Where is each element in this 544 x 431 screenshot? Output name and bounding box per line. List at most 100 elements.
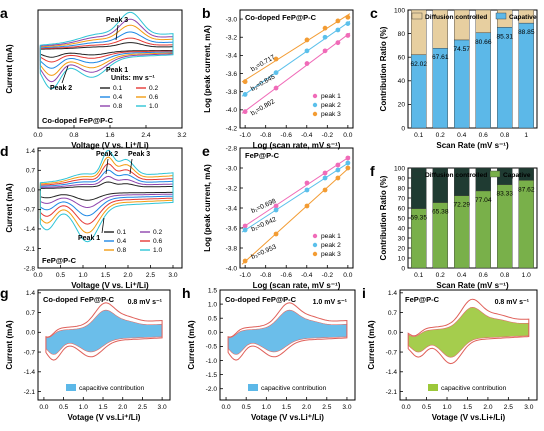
- legend-label-h: capacitive contribution: [261, 385, 327, 392]
- y-tick-label-b: -3.8: [226, 89, 238, 96]
- x-axis-label-g: Votage (V vs.Li⁺/Li): [68, 413, 141, 422]
- cv-outline-h: [227, 302, 348, 361]
- y-axis-label-i: Current (mA): [367, 320, 376, 370]
- legend-label-capacitive: Capative: [509, 14, 537, 21]
- bar-capacitive-0.4: [454, 195, 470, 269]
- y-tick-label-i: -1.4: [386, 369, 398, 376]
- y-tick-label-e: -3.8: [226, 245, 238, 252]
- y-tick-label-e: -3.0: [226, 165, 238, 172]
- legend-label-0.2: 0.2: [153, 229, 162, 236]
- fit-line-peak-2: [241, 20, 351, 97]
- y-tick-label-h: -2.0: [206, 386, 218, 393]
- peak1-label: Peak 1: [106, 67, 128, 74]
- data-point-peak-2: [345, 21, 351, 27]
- y-tick-label-h: 0.5: [208, 316, 217, 323]
- y-tick-label-c: 0: [401, 125, 405, 132]
- legend-label-peak-1: peak 1: [321, 93, 341, 100]
- y-tick-label-g: 0.0: [26, 330, 35, 337]
- x-tick-label-d: 1.5: [101, 272, 110, 279]
- data-point-peak-2: [304, 187, 310, 193]
- y-tick-label-h: -1.5: [206, 372, 218, 379]
- fit-line-peak-1: [241, 155, 351, 229]
- x-tick-label-g: 0.0: [39, 404, 48, 411]
- x-tick-label-i: 3.0: [524, 404, 533, 411]
- y-tick-label-h: 1.5: [208, 287, 217, 294]
- x-axis-label-e: Log (scan rate, mV s⁻¹): [253, 281, 341, 290]
- x-tick-label-f: 0.1: [414, 272, 423, 279]
- data-point-peak-3: [335, 175, 341, 181]
- legend-label-0.2: 0.2: [149, 85, 158, 92]
- x-tick-label-e: 0.0: [343, 272, 352, 279]
- x-tick-label-e: -0.4: [301, 272, 313, 279]
- data-point-peak-2: [273, 70, 279, 76]
- panel-label-a: a: [0, 5, 8, 21]
- x-tick-label-a: 1.6: [105, 132, 114, 139]
- x-tick-label-g: 0.5: [59, 404, 68, 411]
- y-tick-label-i: 0.7: [388, 310, 397, 317]
- legend-label-1.0: 1.0: [153, 247, 162, 254]
- slope-label-peak-2: b₂=0.642: [250, 216, 277, 233]
- x-tick-label-h: 0.5: [242, 404, 251, 411]
- data-point-peak-2: [242, 227, 248, 233]
- bar-capacitive-0.2: [432, 202, 448, 269]
- fit-line-peak-3: [241, 166, 351, 265]
- peak3-arrow: [129, 158, 133, 175]
- legend-swatch-i: [428, 384, 438, 391]
- data-point-peak-3: [273, 231, 279, 237]
- x-axis-label-d: Voltage (V vs. Li⁺/Li): [71, 281, 149, 290]
- plot-title-e: FeP@P-C: [245, 151, 280, 160]
- bar-value-0.6: 77.04: [475, 197, 492, 204]
- legend-marker-peak-1: [312, 233, 318, 239]
- plot-title-g: Co-doped FeP@P-C: [43, 295, 115, 304]
- y-tick-label-b: -4.2: [226, 125, 238, 132]
- y-tick-label-i: 0.0: [388, 330, 397, 337]
- x-tick-label-b: -0.8: [260, 132, 272, 139]
- cv-curve-1.0: [39, 11, 174, 90]
- y-tick-label-g: -2.1: [24, 389, 36, 396]
- legend-label-diffusion: Diffusion controlled: [425, 14, 487, 21]
- x-tick-label-d: 2.0: [123, 272, 132, 279]
- x-tick-label-a: 0.0: [33, 132, 42, 139]
- y-tick-label-d: -2.1: [24, 246, 36, 253]
- x-tick-label-a: 2.4: [141, 132, 150, 139]
- bar-value-0.2: 67.61: [432, 54, 449, 61]
- legend-label-capacitive: Capative: [503, 172, 531, 179]
- x-axis-label-f: Scan Rate (mV s⁻¹): [436, 281, 509, 290]
- plot-frame-d: [37, 147, 183, 269]
- x-tick-label-f: 0.2: [436, 272, 445, 279]
- x-tick-label-i: 2.0: [483, 404, 492, 411]
- y-tick-label-e: -3.6: [226, 225, 238, 232]
- x-tick-label-h: 1.5: [282, 404, 291, 411]
- legend-marker-peak-1: [312, 93, 318, 99]
- slope-label-peak-3: b₃=0.717: [250, 54, 277, 74]
- legend-label-0.6: 0.6: [153, 238, 162, 245]
- y-axis-label-g: Current (mA): [5, 320, 14, 370]
- x-tick-label-c: 0.8: [500, 132, 509, 139]
- data-point-peak-1: [322, 48, 328, 54]
- y-tick-label-b: -3.6: [226, 71, 238, 78]
- y-tick-label-d: 0.0: [26, 187, 35, 194]
- x-axis-label-b: Log (scan rate, mV s⁻¹): [253, 141, 341, 150]
- data-point-peak-2: [345, 160, 351, 166]
- x-tick-label-c: 0.4: [457, 132, 466, 139]
- y-tick-label-b: -3.2: [226, 35, 238, 42]
- y-tick-label-i: -0.7: [386, 349, 398, 356]
- bar-capacitive-0.1: [411, 54, 427, 129]
- y-tick-label-e: -3.2: [226, 185, 238, 192]
- y-tick-label-i: -2.1: [386, 389, 398, 396]
- legend-label-0.8: 0.8: [113, 103, 122, 110]
- bar-capacitive-0.1: [411, 208, 427, 269]
- data-point-peak-3: [335, 18, 341, 24]
- y-tick-label-f: 70: [398, 195, 406, 202]
- panel-label-c: c: [370, 5, 378, 21]
- legend-swatch-diffusion: [411, 170, 423, 178]
- y-tick-label-b: -4.0: [226, 107, 238, 114]
- y-tick-label-f: 60: [398, 205, 406, 212]
- capacitive-area-h: [227, 309, 348, 355]
- y-tick-label-f: 20: [398, 245, 406, 252]
- bar-capacitive-1: [518, 22, 534, 129]
- peak2-arrow: [61, 65, 69, 84]
- y-tick-label-f: 50: [398, 215, 406, 222]
- peak2-label: Peak 2: [50, 85, 72, 92]
- legend-swatch-h: [248, 384, 258, 391]
